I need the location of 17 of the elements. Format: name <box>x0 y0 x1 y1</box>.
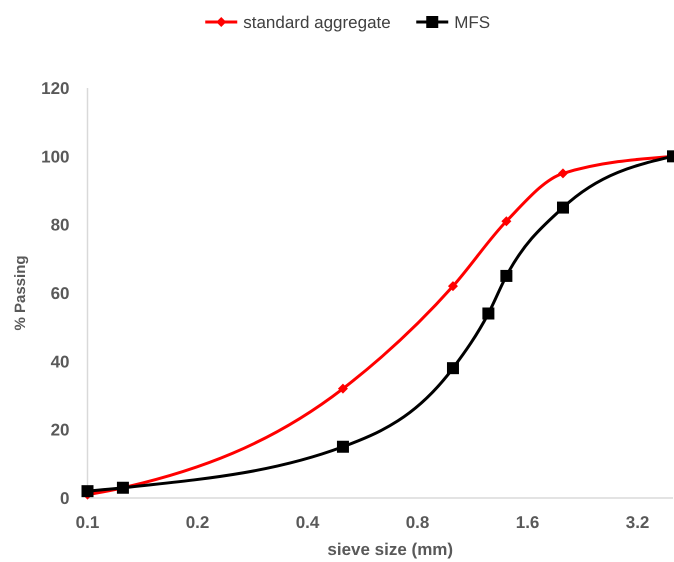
y-tick-label: 40 <box>50 352 70 372</box>
legend-label: MFS <box>454 12 490 32</box>
legend-label: standard aggregate <box>243 12 391 32</box>
x-tick-label: 0.4 <box>296 513 320 532</box>
y-tick-label: 20 <box>50 420 70 440</box>
x-tick-label: 1.6 <box>516 513 540 532</box>
y-tick-label: 60 <box>50 284 70 303</box>
x-tick-label: 3.2 <box>626 513 650 532</box>
y-tick-label: 0 <box>60 488 70 508</box>
y-tick-label: 80 <box>50 216 70 235</box>
y-tick-label: 100 <box>41 147 70 166</box>
y-axis-title: % Passing <box>12 255 29 331</box>
x-tick-label: 0.1 <box>76 513 100 532</box>
x-axis-title: sieve size (mm) <box>327 540 454 559</box>
y-tick-label: 120 <box>41 78 70 98</box>
x-tick-label: 0.8 <box>406 513 430 532</box>
x-tick-label: 0.2 <box>186 513 210 532</box>
